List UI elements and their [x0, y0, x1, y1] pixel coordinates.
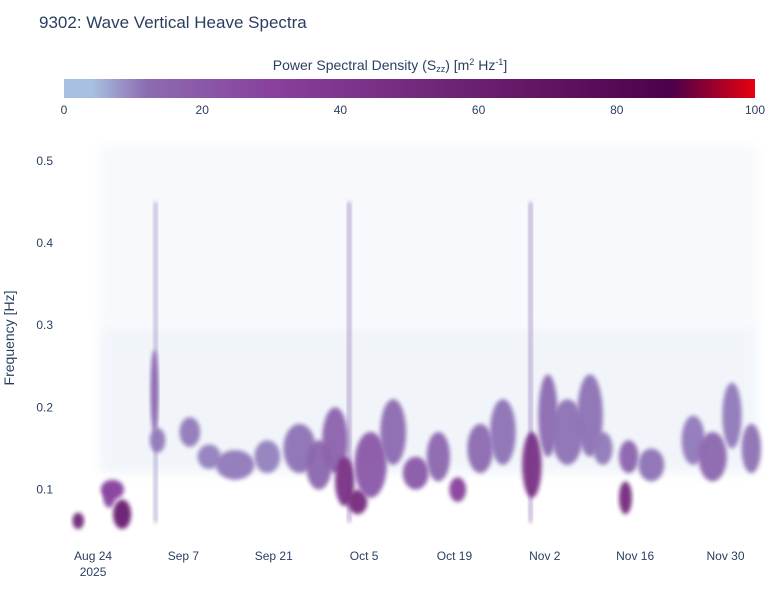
x-tick-year-label: 2025 [80, 565, 107, 579]
heatmap-cell [150, 349, 159, 433]
heatmap-cell [322, 407, 348, 474]
chart-title: 9302: Wave Vertical Heave Spectra [39, 13, 307, 32]
x-tick-label: Sep 7 [168, 549, 200, 563]
heatmap-cell [619, 481, 632, 515]
heatmap-cell [449, 477, 467, 502]
heatmap-cell [489, 399, 516, 465]
x-tick-label: Nov 30 [706, 549, 744, 563]
x-tick-label: Aug 24 [74, 549, 112, 563]
y-axis-ticks: 0.1 0.2 0.3 0.4 0.5 [36, 154, 53, 497]
heatmap-cell [113, 499, 132, 530]
x-tick-label: Nov 16 [616, 549, 654, 563]
heatmap-streak [347, 201, 352, 523]
heatmap-cell [197, 444, 221, 470]
x-tick-label: Nov 2 [529, 549, 561, 563]
colorbar-title-sup2: -1 [495, 57, 504, 67]
x-axis-ticks: Aug 24 2025 Sep 7 Sep 21 Oct 5 Oct 19 Nov 2 Nov… [74, 549, 745, 579]
x-tick-label: Oct 19 [437, 549, 473, 563]
colorbar-ticks: 0 20 40 60 80 100 [61, 103, 766, 117]
heatmap-cell [380, 399, 407, 465]
y-tick-label: 0.2 [36, 400, 53, 414]
heatmap-cell [722, 382, 742, 449]
heatmap-cell [577, 374, 603, 457]
heatmap-cell [354, 432, 387, 498]
y-tick-label: 0.4 [36, 236, 53, 250]
heatmap-cell [215, 450, 255, 480]
colorbar-tick-label: 100 [745, 103, 765, 117]
colorbar-title-sub: zz [436, 64, 446, 74]
colorbar-title-sup1: 2 [469, 57, 475, 67]
heatmap-cell [741, 423, 761, 474]
y-tick-label: 0.3 [36, 318, 53, 332]
heatmap-cell [426, 432, 450, 482]
x-tick-label: Sep 21 [255, 549, 293, 563]
colorbar-tick-label: 80 [610, 103, 624, 117]
y-tick-label: 0.5 [36, 154, 53, 168]
heatmap-cell [698, 432, 727, 482]
heatmap-cell [522, 432, 542, 498]
colorbar-title-main: Power Spectral Density (S [272, 57, 437, 73]
heatmap-cell [467, 423, 494, 474]
heatmap-cell [149, 427, 166, 453]
colorbar [64, 79, 755, 98]
heatmap-cell [254, 440, 281, 474]
heatmap-haze [99, 144, 758, 326]
colorbar-title: Power Spectral Density (Szz) [m2 Hz-1] [0, 57, 780, 74]
heatmap-cell [103, 487, 115, 508]
y-axis-label: Frequency [Hz] [1, 291, 17, 386]
heatmap-cell [593, 432, 613, 465]
colorbar-title-mid: ) [m [445, 57, 470, 73]
colorbar-title-hz: Hz [474, 57, 496, 73]
colorbar-title-end: ] [503, 57, 508, 73]
heatmap-cell [402, 456, 429, 490]
colorbar-tick-label: 40 [334, 103, 348, 117]
colorbar-tick-label: 60 [472, 103, 486, 117]
y-tick-label: 0.1 [36, 483, 53, 497]
colorbar-tick-label: 20 [196, 103, 210, 117]
heatmap-cell [179, 417, 201, 447]
heatmap-cell [638, 448, 665, 482]
heatmap-cell [72, 512, 85, 530]
heatmap-cell [551, 399, 584, 465]
heatmap-cell [619, 440, 639, 474]
plot-area [72, 144, 761, 530]
heatmap-streak [528, 201, 533, 523]
heatmap-cell [347, 489, 368, 515]
colorbar-tick-label: 0 [61, 103, 68, 117]
heatmap-cell [335, 456, 355, 507]
x-tick-label: Oct 5 [350, 549, 379, 563]
